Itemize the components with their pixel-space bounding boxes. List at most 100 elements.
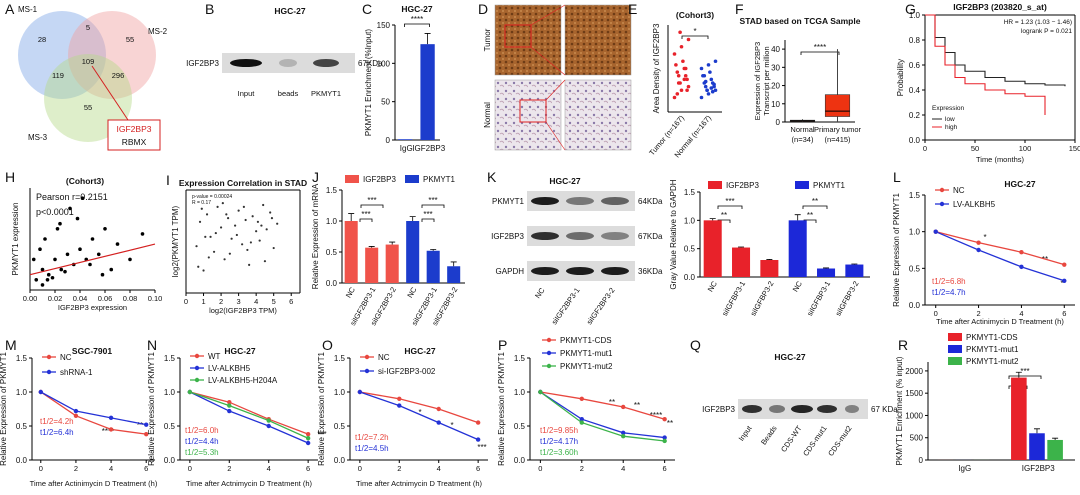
bar	[344, 221, 358, 283]
x-tick-label: 4	[254, 297, 258, 306]
x-tick-label: 0	[358, 464, 362, 473]
point	[80, 196, 85, 200]
line	[189, 391, 309, 439]
y-axis-label: Relative Expression of mRNA	[311, 183, 320, 289]
panel-title: HGC-27	[774, 352, 805, 362]
marker	[475, 420, 481, 425]
dot	[686, 37, 691, 42]
y-axis-label: Area Density of IGF2BP3	[652, 23, 661, 113]
point	[53, 257, 57, 262]
y-tick-label: 1.0	[164, 388, 176, 397]
x-tick-label: 4	[1019, 309, 1023, 318]
marker	[397, 403, 402, 408]
point	[272, 246, 275, 250]
bar	[420, 44, 435, 140]
y-tick-label: 0.5	[514, 422, 526, 431]
y-axis-label: Relative Expression of PKMYT1	[147, 352, 156, 466]
x-tick-label: IgG	[400, 144, 413, 153]
legend-marker	[194, 353, 200, 359]
significance: ****	[411, 15, 423, 24]
dot	[675, 70, 680, 74]
significance: *	[1060, 279, 1063, 288]
half-life: t1/2=4.17h	[540, 437, 578, 446]
point	[230, 237, 233, 240]
error-bar	[823, 267, 830, 269]
y-tick-label: 1.5	[334, 354, 346, 363]
x-tick-label: 100	[1019, 144, 1032, 153]
venn-circle	[18, 11, 106, 99]
point	[228, 252, 231, 255]
marker	[73, 408, 79, 414]
y-tick-label: 0.5	[164, 422, 176, 431]
panel-letter: Q	[690, 337, 701, 353]
legend-label: low	[945, 116, 955, 123]
venn-count: 119	[52, 71, 64, 80]
band	[769, 405, 785, 413]
line	[359, 391, 479, 441]
lane-label: PKMYT1	[311, 89, 341, 98]
highlight-gene: IGF2BP3	[117, 124, 152, 134]
panel-title: (Cohort3)	[676, 10, 714, 20]
panel-letter: M	[5, 337, 17, 353]
panel-letter: C	[362, 1, 372, 17]
venn-count: 55	[126, 35, 134, 44]
legend-label: NC	[60, 353, 72, 362]
marker	[144, 431, 149, 437]
bar	[760, 260, 779, 277]
point	[198, 220, 202, 223]
dot	[706, 92, 711, 96]
band	[742, 405, 762, 413]
dot	[682, 77, 687, 82]
marker	[662, 417, 667, 422]
significance: ***	[423, 210, 432, 219]
legend-label: LV-ALKBH5	[208, 364, 251, 373]
y-tick-label: 1.5	[684, 188, 696, 197]
x-tick-label: 50	[971, 144, 979, 153]
y-tick-label: 0.0	[164, 456, 176, 465]
panel-letter: L	[893, 169, 901, 185]
legend-marker	[546, 337, 552, 343]
point	[205, 213, 209, 216]
significance: ****	[814, 43, 826, 52]
significance: **	[807, 211, 813, 220]
micrograph	[494, 79, 562, 151]
marker	[436, 406, 441, 412]
y-tick-label: 50	[381, 98, 390, 107]
error-bar	[424, 33, 431, 45]
band	[817, 405, 837, 413]
bar	[703, 220, 722, 277]
half-life: t1/2=4.4h	[185, 437, 219, 446]
error-bar	[409, 216, 416, 221]
y-tick-label: 1.0	[334, 388, 346, 397]
marker	[305, 431, 311, 437]
legend-swatch	[948, 333, 962, 341]
half-life: t1/2=3.60h	[540, 448, 578, 457]
micrograph	[564, 4, 632, 76]
point	[103, 227, 107, 231]
legend-label: PKMYT1-mut2	[966, 357, 1019, 366]
error-bar	[738, 246, 745, 248]
pointer	[91, 65, 129, 121]
zoom-box	[519, 99, 547, 123]
panel-letter: O	[322, 337, 333, 353]
legend-marker	[46, 354, 52, 360]
panel-letter: A	[5, 1, 15, 17]
point	[219, 226, 223, 229]
x-tick-label: 0.04	[73, 294, 88, 303]
line	[189, 391, 309, 435]
marker	[397, 396, 402, 401]
panel-title: HGC-27	[401, 4, 432, 14]
point	[256, 220, 260, 223]
point	[209, 235, 212, 238]
point	[263, 260, 267, 263]
marker	[475, 437, 481, 442]
y-tick-label: 0.0	[16, 456, 28, 465]
legend-label: PKMYT1	[423, 175, 456, 184]
panel-letter: J	[312, 169, 319, 185]
point	[241, 243, 244, 246]
legend-label: WT	[208, 352, 221, 361]
significance: **	[812, 197, 818, 206]
band	[601, 267, 629, 275]
panel-letter: I	[166, 172, 170, 188]
